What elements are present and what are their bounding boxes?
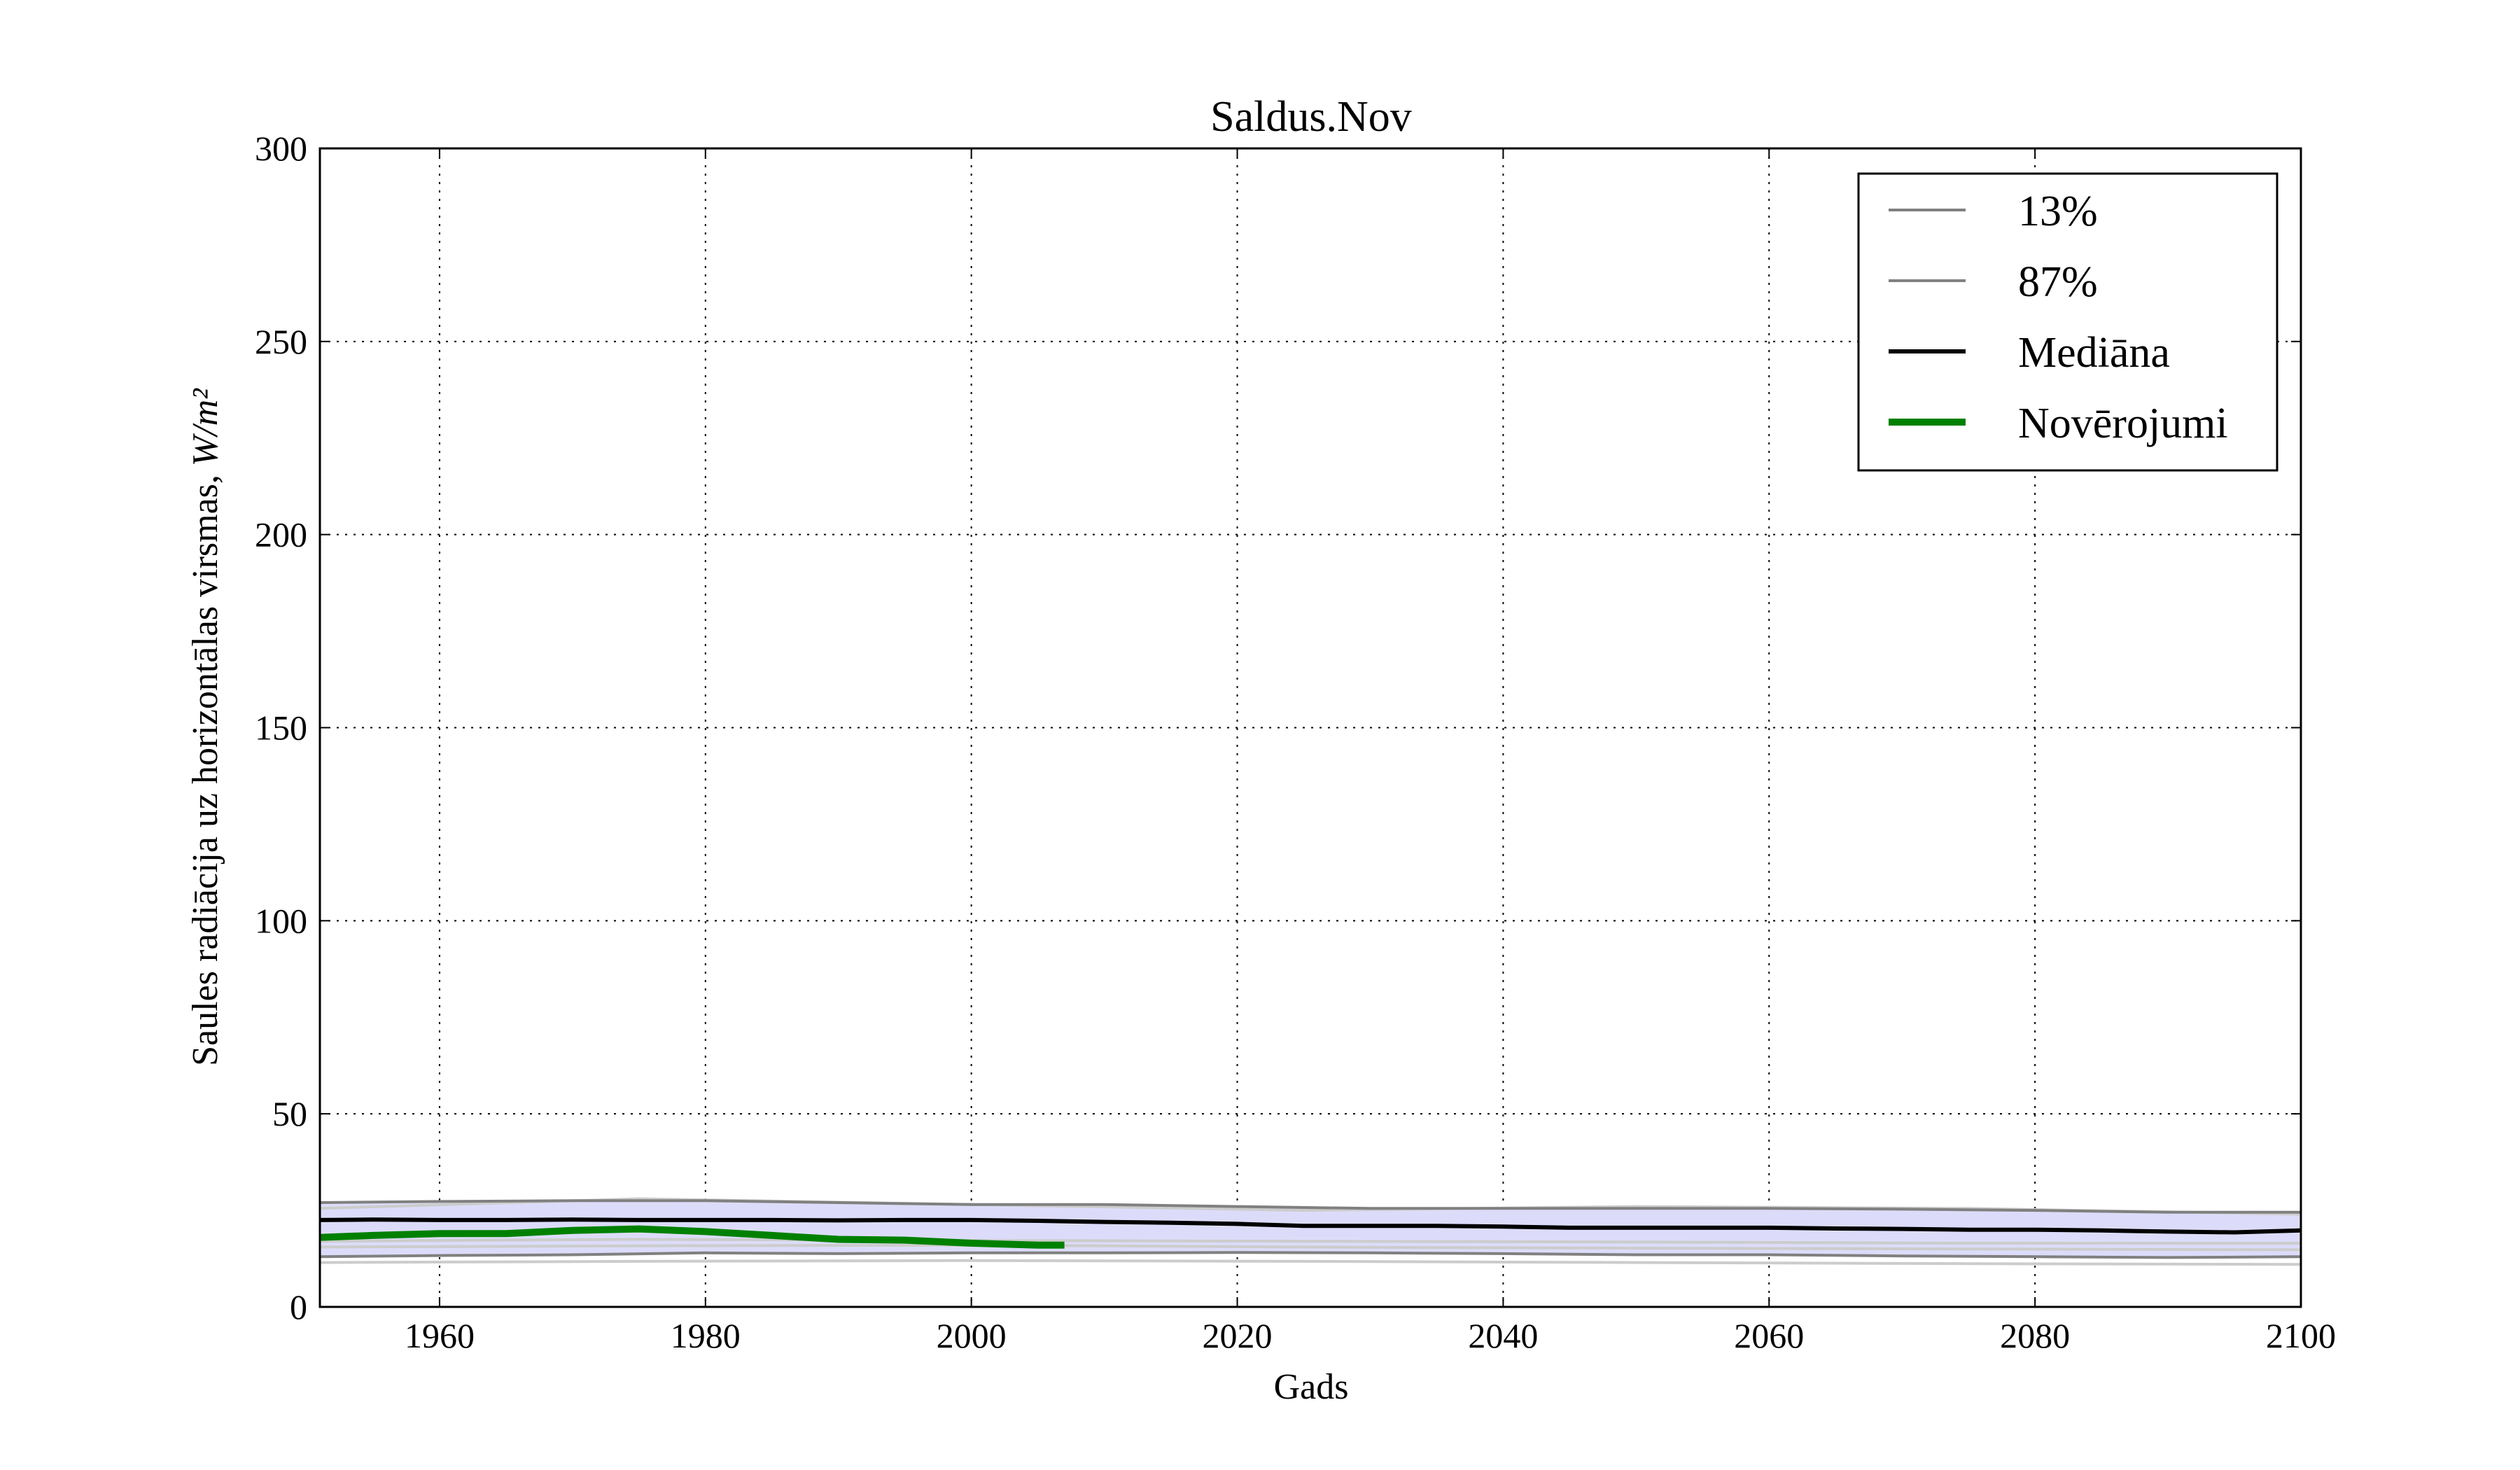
y-tick-label: 300 [255, 129, 307, 168]
legend-item-87: 87% [1889, 258, 2098, 306]
observations-line [319, 1225, 1065, 1249]
axis-ticks: 1960 1980 2000 2020 2040 2060 2080 2100 0 50 100 15… [255, 129, 2336, 1355]
y-tick-label: 100 [255, 901, 307, 940]
legend-item-observations: Novērojumi [1889, 400, 2228, 447]
x-tick-label: 2080 [2000, 1316, 2070, 1355]
x-tick-label: 2040 [1468, 1316, 1538, 1355]
x-tick-label: 1980 [671, 1316, 741, 1355]
y-tick-label: 250 [255, 322, 307, 361]
legend-label: 87% [2018, 258, 2098, 306]
legend: 13% 87% Mediāna Novērojumi [1857, 172, 2278, 472]
ensemble-member-line [319, 1259, 2302, 1266]
percentile-87-line [319, 1199, 2301, 1214]
y-axis-label-text: Saules radiācija uz horizontālas virsmas… [186, 475, 225, 1066]
ensemble-member-line [319, 1238, 2301, 1245]
legend-item-median: Mediāna [1889, 329, 2170, 377]
y-tick-label: 200 [255, 515, 307, 554]
median-line [319, 1217, 2302, 1235]
x-tick-label: 2060 [1734, 1316, 1804, 1355]
chart-title: Saldus.Nov [1210, 93, 1412, 141]
x-axis-label: Gads [1274, 1367, 1349, 1407]
x-tick-label: 2100 [2266, 1316, 2336, 1355]
legend-label: 13% [2018, 188, 2098, 235]
legend-label: Mediāna [2018, 329, 2170, 377]
series-lines [319, 1197, 2302, 1266]
legend-label: Novērojumi [2018, 400, 2228, 447]
ensemble-member-line [319, 1243, 2302, 1252]
y-tick-label: 0 [290, 1287, 307, 1326]
y-tick-label: 50 [272, 1094, 307, 1133]
percentile-13-line [319, 1251, 2302, 1259]
y-axis-label: Saules radiācija uz horizontālas virsmas… [186, 388, 225, 1066]
legend-item-13: 13% [1889, 188, 2098, 235]
y-axis-label-unit: W/m² [186, 388, 225, 466]
x-tick-label: 2000 [937, 1316, 1007, 1355]
x-tick-label: 1960 [405, 1316, 475, 1355]
x-tick-label: 2020 [1203, 1316, 1273, 1355]
y-tick-label: 150 [255, 708, 307, 748]
